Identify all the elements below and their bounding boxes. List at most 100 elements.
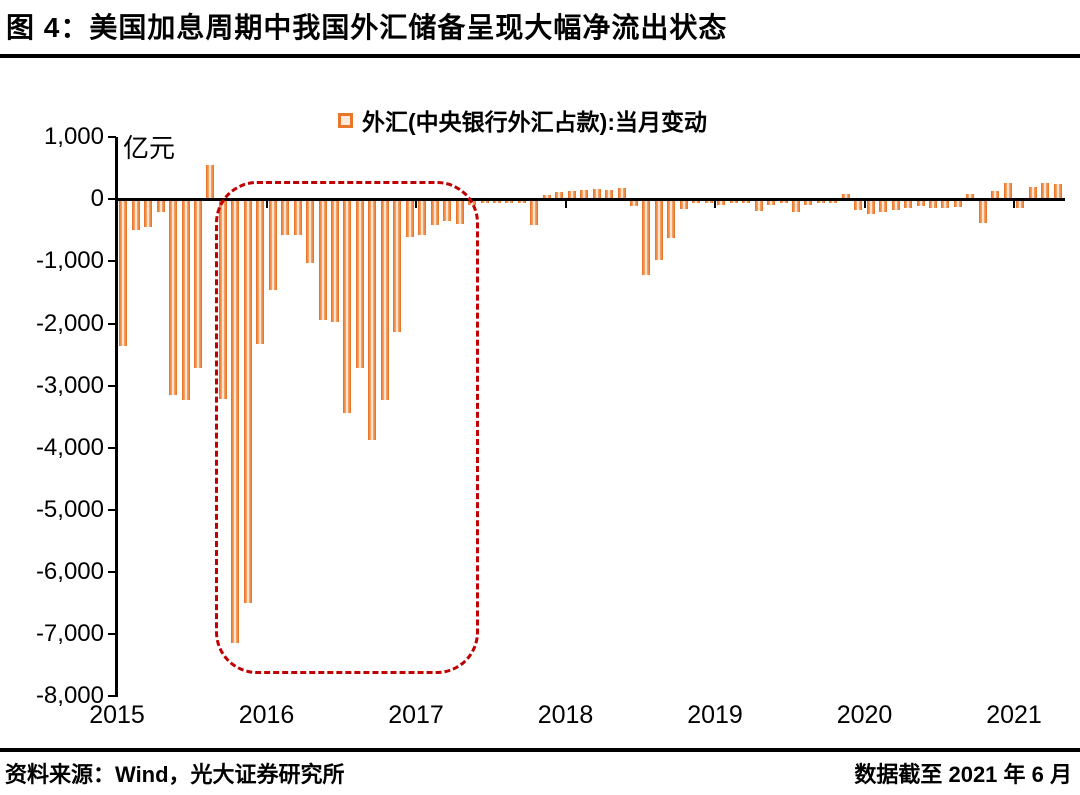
bar-2020-10 [978, 199, 987, 223]
y-axis-tick-label: -2,000 [35, 309, 104, 337]
bar-2020-07 [941, 199, 950, 208]
bar-2016-09 [368, 199, 377, 440]
bar-2019-12 [854, 199, 863, 211]
rate-hike-highlight-box [214, 181, 480, 675]
bar-2017-11 [542, 194, 551, 201]
bar-2016-10 [380, 199, 389, 401]
figure-title: 图 4：美国加息周期中我国外汇储备呈现大幅净流出状态 [6, 12, 728, 43]
bar-2018-11 [692, 199, 701, 204]
bar-2018-10 [679, 199, 688, 209]
x-axis-tick [415, 199, 417, 208]
bar-2015-01 [119, 199, 128, 347]
footer-source: 资料来源：Wind，光大证券研究所 [5, 762, 345, 787]
bar-2017-02 [430, 199, 439, 226]
bar-2017-12 [555, 192, 564, 201]
y-axis-tick-label: -8,000 [35, 682, 104, 710]
y-axis-tick [108, 633, 116, 635]
x-axis-tick-label: 2016 [238, 701, 295, 729]
bar-2015-10 [231, 199, 240, 643]
bar-2018-08 [654, 199, 663, 261]
bar-2015-07 [193, 199, 202, 369]
bar-2018-02 [580, 189, 589, 201]
bar-2020-06 [929, 199, 938, 209]
legend-swatch-icon [338, 112, 353, 128]
bar-2020-08 [953, 199, 962, 207]
x-axis-zero-line [115, 198, 1065, 201]
y-axis-unit-label: 亿元 [123, 133, 176, 163]
legend-label: 外汇(中央银行外汇占款):当月变动 [362, 109, 707, 135]
bar-2015-08 [206, 165, 215, 201]
bar-2019-09 [816, 199, 825, 204]
y-axis-tick-label: 1,000 [43, 123, 104, 151]
y-axis-tick [108, 508, 116, 511]
bar-2019-08 [804, 199, 813, 205]
footer: 资料来源：Wind，光大证券研究所 数据截至 2021 年 6 月 [0, 757, 1080, 789]
bar-2016-03 [293, 199, 302, 235]
bar-2021-03 [1041, 182, 1050, 201]
bar-2016-05 [318, 199, 327, 321]
x-axis-tick [863, 199, 866, 208]
bar-2019-11 [841, 193, 850, 201]
x-axis-tick-label: 2020 [836, 701, 893, 729]
y-axis-tick [108, 570, 116, 573]
bar-2015-12 [256, 199, 265, 344]
x-axis-tick-label: 2017 [388, 701, 444, 729]
y-axis-tick [108, 695, 116, 698]
bar-2018-06 [630, 199, 639, 206]
x-axis-tick [714, 199, 716, 208]
bar-2020-05 [916, 199, 925, 207]
y-axis-tick [108, 136, 116, 139]
y-axis-tick [108, 260, 116, 263]
bar-2016-02 [281, 199, 290, 235]
bar-2015-02 [131, 199, 140, 230]
x-axis-tick-label: 2021 [986, 701, 1042, 729]
bar-2016-12 [405, 199, 414, 237]
bar-2017-06 [480, 199, 489, 203]
y-axis-tick-label: -5,000 [35, 495, 104, 523]
bar-2020-04 [904, 199, 913, 209]
y-axis-tick-label: -4,000 [35, 433, 104, 461]
y-axis-tick-label: -3,000 [35, 371, 104, 399]
x-axis-tick-label: 2019 [687, 701, 743, 729]
bar-2020-12 [1003, 182, 1012, 201]
x-axis-tick [116, 199, 118, 208]
chart-legend: 外汇(中央银行外汇占款):当月变动 [338, 103, 707, 137]
footer-cutoff: 数据截至 2021 年 6 月 [854, 762, 1072, 787]
y-axis-tick [108, 198, 116, 201]
bar-2020-09 [966, 194, 975, 201]
x-axis-tick [1013, 199, 1015, 208]
bar-2015-04 [156, 199, 165, 212]
y-axis-tick [108, 446, 116, 449]
bar-2020-11 [991, 190, 1000, 201]
title-divider [0, 54, 1080, 58]
bar-2016-01 [268, 199, 277, 290]
bar-2019-02 [729, 199, 738, 204]
bar-2018-01 [567, 190, 576, 201]
footer-divider [0, 748, 1080, 752]
bar-2021-04 [1053, 184, 1062, 201]
bar-2018-07 [642, 199, 651, 276]
bar-2019-03 [742, 199, 751, 204]
y-axis-tick-label: 0 [90, 185, 104, 213]
bar-2019-07 [791, 199, 800, 212]
bar-2016-08 [355, 199, 364, 369]
bar-2017-01 [418, 199, 427, 235]
x-axis-tick-label: 2015 [89, 701, 145, 729]
bar-2016-04 [306, 199, 315, 263]
bar-2015-09 [218, 199, 227, 399]
bar-2018-05 [617, 187, 626, 201]
y-axis-tick [108, 322, 116, 325]
bar-2015-06 [181, 199, 190, 400]
y-axis-tick [108, 384, 116, 387]
bar-2020-02 [879, 199, 888, 212]
x-axis-tick-label: 2018 [537, 701, 594, 729]
y-axis-tick-label: -1,000 [35, 247, 104, 275]
bar-2015-11 [243, 199, 252, 604]
bar-2016-11 [393, 199, 402, 332]
bar-2020-03 [891, 199, 900, 211]
bar-2016-06 [331, 199, 340, 322]
bar-2019-05 [767, 199, 776, 205]
bar-2018-12 [704, 199, 713, 204]
bar-2018-03 [592, 189, 601, 201]
